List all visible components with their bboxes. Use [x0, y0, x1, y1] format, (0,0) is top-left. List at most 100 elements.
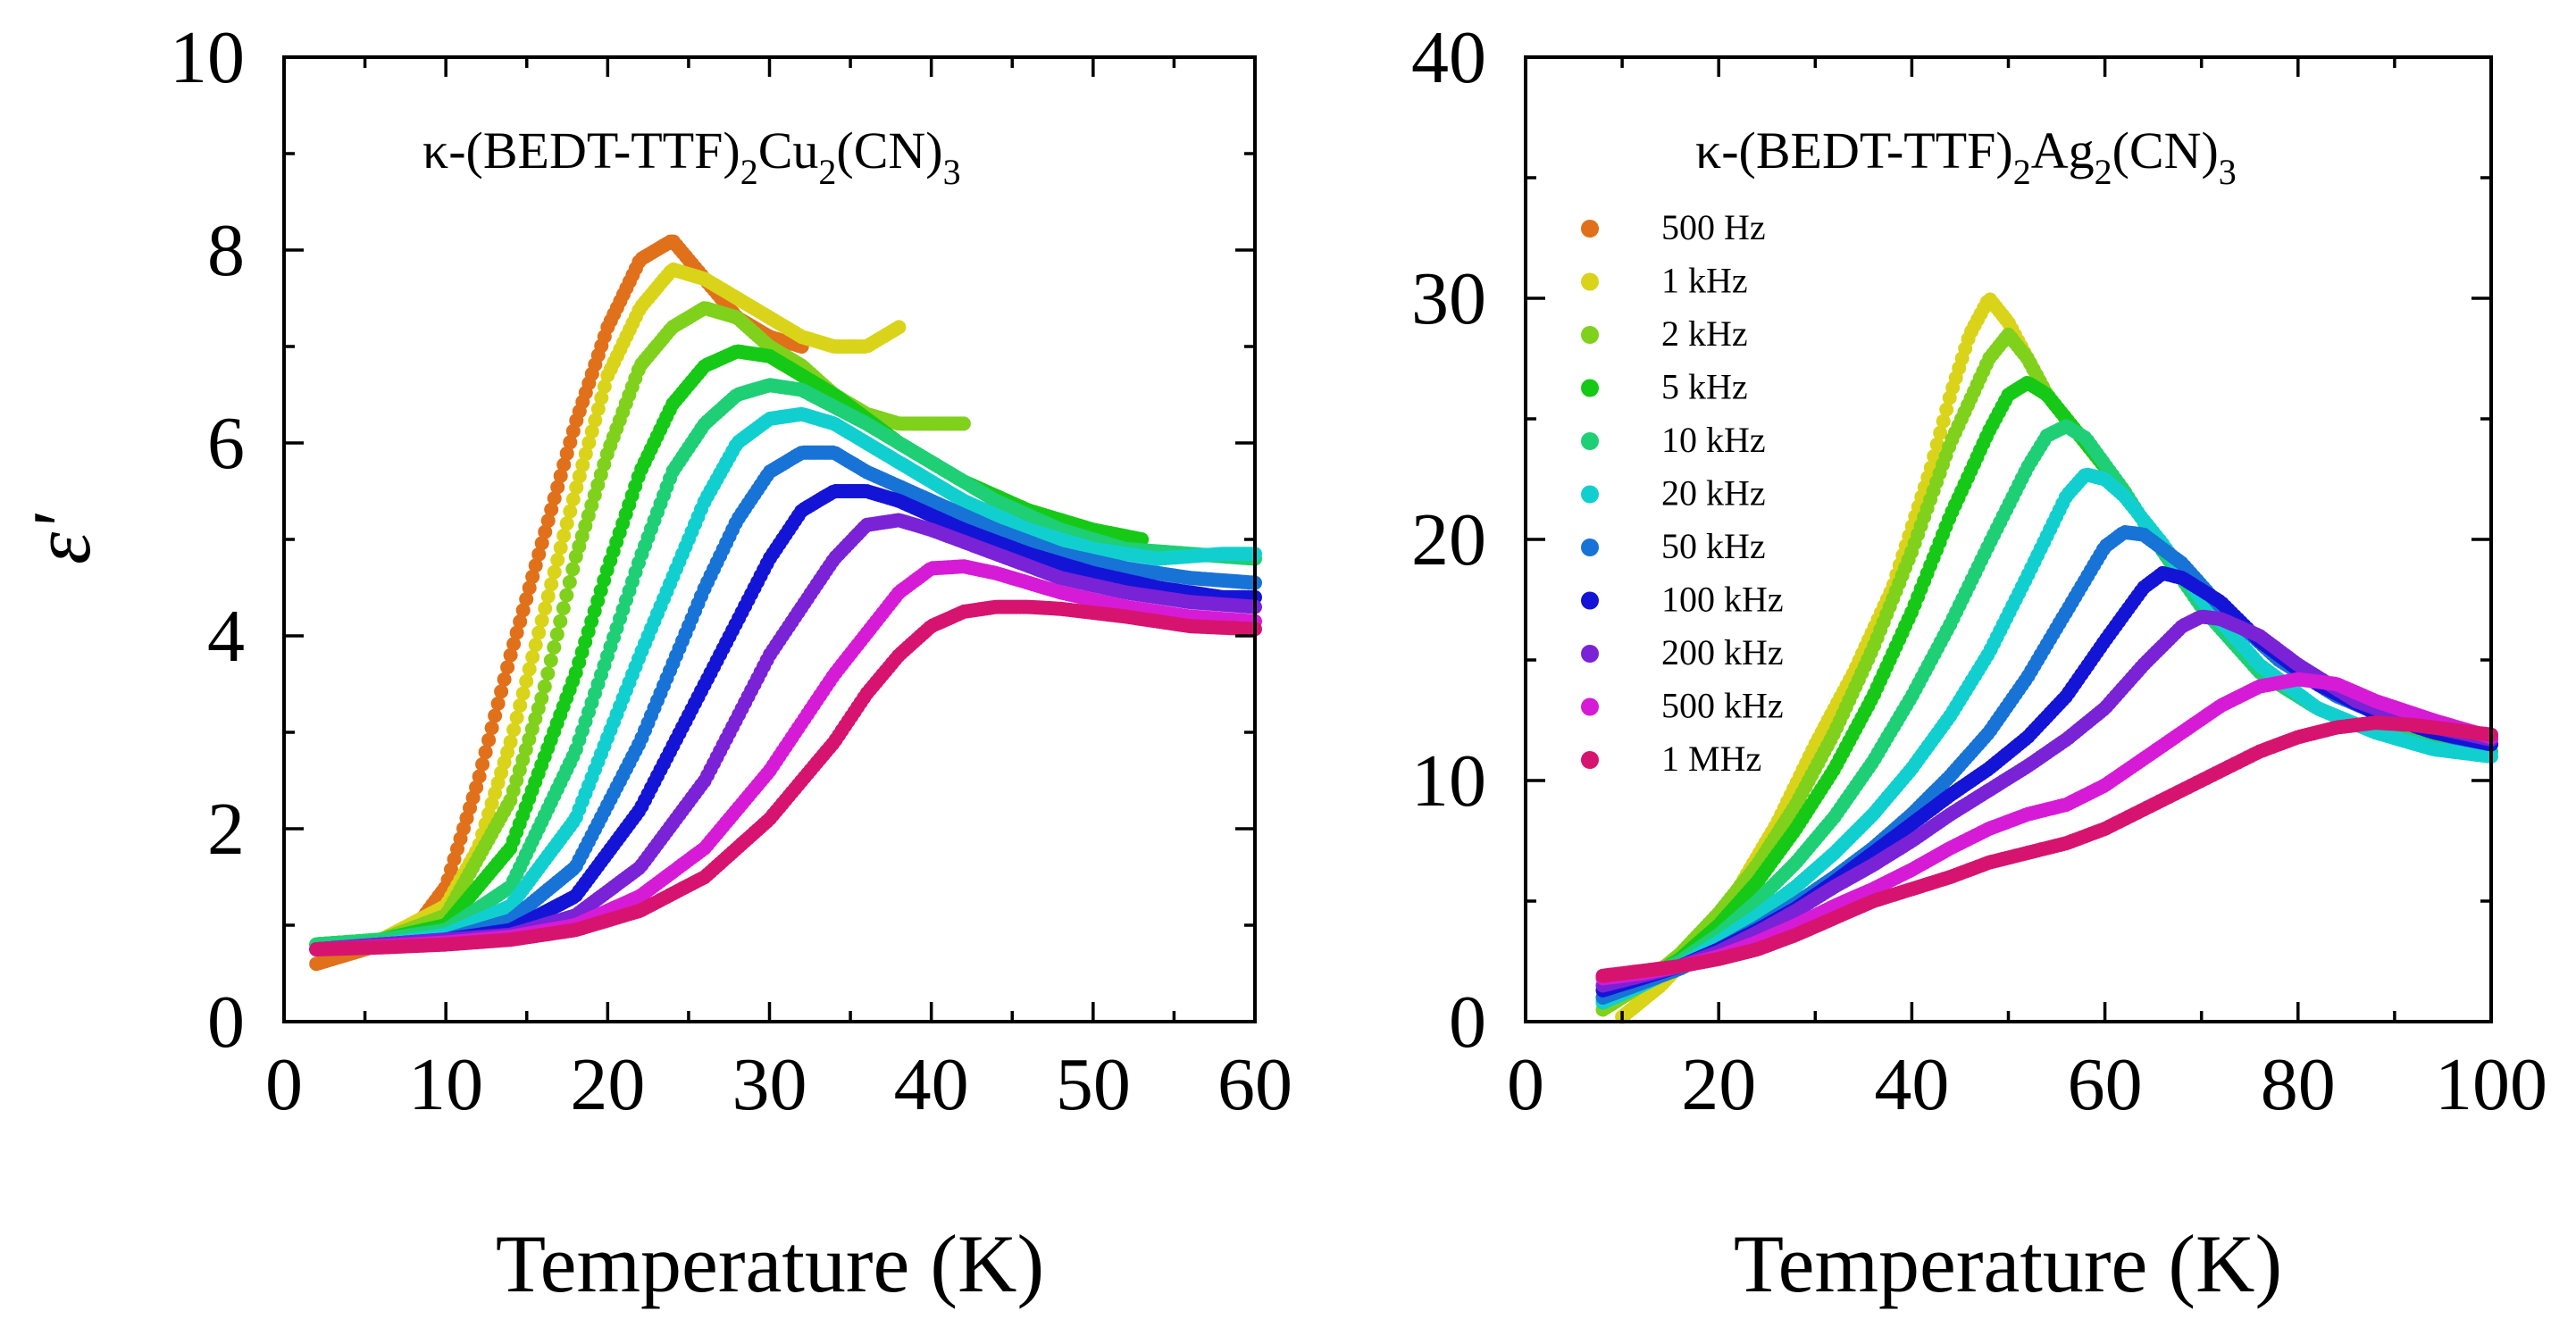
x-tick-label: 0	[265, 1043, 303, 1126]
data-point	[550, 480, 565, 495]
y-tick-label: 6	[207, 402, 245, 485]
data-point	[563, 504, 578, 519]
y-tick-label: 10	[170, 16, 245, 99]
y-tick-label: 4	[207, 595, 245, 678]
data-point	[556, 601, 571, 616]
y-tick-label: 2	[207, 788, 245, 871]
data-point	[956, 416, 971, 431]
data-point	[522, 662, 537, 677]
data-point	[1936, 413, 1951, 429]
data-point	[565, 562, 581, 577]
data-point	[1939, 402, 1954, 417]
panel-title-cu: κ-(BEDT-TTF)2Cu2(CN)3	[422, 121, 961, 192]
data-point	[525, 649, 540, 664]
data-point	[544, 577, 559, 592]
data-point	[556, 528, 572, 543]
data-point	[584, 424, 599, 439]
x-tick-label: 30	[732, 1043, 807, 1126]
data-point	[559, 446, 574, 461]
data-point	[528, 638, 543, 653]
x-tick-label: 10	[408, 1043, 483, 1126]
data-point	[509, 625, 524, 640]
data-point	[500, 660, 515, 675]
data-point	[547, 564, 562, 580]
data-point	[509, 710, 524, 725]
data-point	[503, 734, 518, 749]
data-point	[519, 591, 534, 606]
y-tick-label: 8	[207, 209, 245, 292]
data-point	[490, 696, 506, 711]
data-point	[534, 691, 549, 706]
data-point	[531, 547, 547, 562]
data-point	[556, 457, 572, 472]
data-point	[562, 574, 577, 589]
data-point	[475, 756, 490, 772]
data-point	[544, 502, 559, 517]
data-point	[1933, 425, 1948, 440]
series-cu-6	[309, 445, 1262, 956]
plot-area-cu	[309, 234, 1262, 972]
data-point	[513, 698, 528, 713]
data-point	[472, 769, 487, 784]
data-point	[891, 320, 907, 335]
data-point	[590, 402, 606, 416]
x-axis-title-cu: Temperature (K)	[496, 1218, 1044, 1309]
y-tick-label: 0	[207, 981, 245, 1064]
data-point	[488, 708, 503, 723]
data-point	[484, 721, 499, 736]
data-point	[481, 732, 497, 747]
data-point	[528, 558, 543, 573]
data-point	[503, 647, 518, 663]
data-point	[594, 390, 609, 405]
x-tick-label: 60	[1217, 1043, 1292, 1126]
series-ag-2	[1595, 327, 2112, 1017]
data-point	[519, 673, 534, 689]
data-point	[540, 514, 556, 529]
data-point	[469, 780, 484, 795]
data-point	[543, 653, 558, 668]
data-point	[553, 540, 568, 555]
data-point	[578, 447, 593, 462]
data-point	[506, 637, 522, 652]
data-point	[494, 684, 509, 699]
data-point	[572, 469, 587, 484]
panel-cu: 0 10 20 30 40 50 60 0 2 4 6 8 10 κ-(BEDT-TTF)2Cu2(CN…	[16, 16, 1292, 1309]
series-cu-10	[309, 599, 1262, 956]
plot-area-ag	[1595, 292, 2498, 1024]
data-point	[497, 672, 512, 687]
data-point	[525, 569, 540, 584]
data-point	[550, 553, 565, 567]
data-point	[515, 603, 531, 618]
data-point	[513, 614, 528, 629]
data-point	[547, 639, 562, 655]
data-point	[565, 492, 581, 507]
data-point	[534, 536, 549, 551]
data-point	[549, 627, 565, 642]
data-point	[575, 457, 590, 472]
x-tick-label: 50	[1056, 1043, 1131, 1126]
data-point	[581, 435, 597, 450]
ticks-cu: 0 10 20 30 40 50 60 0 2 4 6 8 10	[170, 16, 1292, 1126]
series-cu-5	[309, 406, 1262, 956]
data-point	[515, 686, 531, 701]
data-point	[1929, 437, 1945, 452]
data-point	[538, 524, 553, 539]
data-point	[563, 435, 578, 450]
data-point	[540, 589, 556, 604]
y-axis-title-cu: ε'	[16, 514, 107, 564]
data-point	[553, 468, 568, 483]
data-point	[478, 745, 493, 760]
data-point	[540, 666, 556, 681]
x-tick-label: 40	[894, 1043, 969, 1126]
data-point	[531, 625, 547, 640]
data-point	[506, 722, 522, 738]
data-point	[537, 679, 552, 694]
data-point	[597, 379, 612, 394]
data-point	[569, 480, 584, 495]
data-point	[588, 413, 603, 428]
data-point	[538, 601, 553, 616]
data-point	[559, 516, 574, 531]
x-tick-label: 20	[570, 1043, 645, 1126]
